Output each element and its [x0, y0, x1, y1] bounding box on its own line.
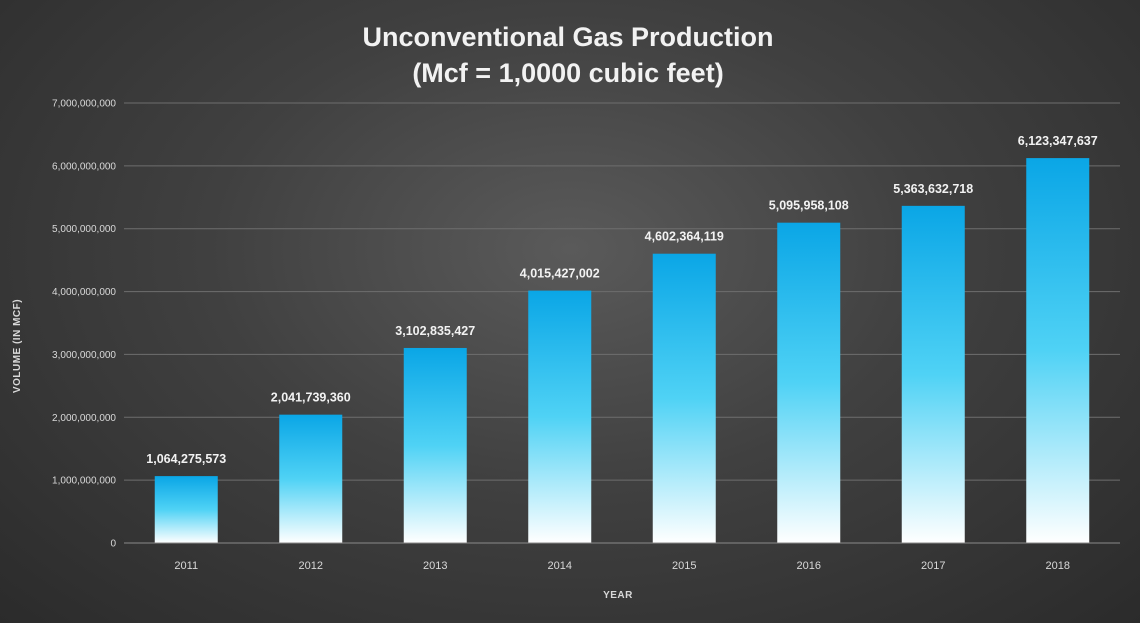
bar-2015 — [652, 253, 716, 543]
bars — [154, 158, 1090, 544]
x-axis-title: YEAR — [603, 590, 633, 601]
x-tick-label-2013: 2013 — [423, 560, 447, 572]
data-label-2015: 4,602,364,119 — [645, 230, 724, 244]
y-axis-title: VOLUME (IN MCF) — [12, 299, 23, 393]
x-tick-label-2018: 2018 — [1046, 560, 1070, 572]
x-tick-label-2011: 2011 — [174, 560, 198, 572]
data-label-2013: 3,102,835,427 — [395, 324, 475, 338]
y-tick-label: 7,000,000,000 — [52, 99, 116, 110]
y-tick-label: 0 — [110, 539, 116, 550]
x-tick-label-2017: 2017 — [921, 560, 945, 572]
data-label-2016: 5,095,958,108 — [769, 199, 849, 213]
bar-2011 — [154, 476, 218, 543]
y-tick-label: 3,000,000,000 — [52, 350, 116, 361]
bar-2013 — [403, 347, 467, 543]
chart-title: Unconventional Gas Production — [362, 22, 773, 52]
bar-2014 — [528, 290, 592, 543]
bar-2016 — [777, 222, 841, 544]
y-tick-label: 1,000,000,000 — [52, 476, 116, 487]
y-tick-label: 5,000,000,000 — [52, 224, 116, 235]
data-label-2018: 6,123,347,637 — [1018, 134, 1098, 148]
y-tick-label: 2,000,000,000 — [52, 413, 116, 424]
chart-subtitle: (Mcf = 1,0000 cubic feet) — [412, 58, 723, 88]
bar-2017 — [901, 205, 965, 544]
y-tick-label: 6,000,000,000 — [52, 161, 116, 172]
x-tick-label-2016: 2016 — [797, 560, 821, 572]
y-tick-label: 4,000,000,000 — [52, 287, 116, 298]
data-label-2014: 4,015,427,002 — [520, 267, 600, 281]
x-tick-label-2015: 2015 — [672, 560, 696, 572]
data-label-2011: 1,064,275,573 — [146, 452, 226, 466]
data-label-2017: 5,363,632,718 — [893, 182, 973, 196]
gridlines — [124, 102, 1120, 481]
bar-2012 — [279, 414, 343, 543]
bar-2018 — [1026, 158, 1090, 543]
x-axis-ticks: 2011 2012 2013 2014 2015 2016 2017 2018 — [174, 560, 1070, 572]
x-tick-label-2014: 2014 — [548, 560, 572, 572]
data-labels: 1,064,275,573 2,041,739,360 3,102,835,427 4… — [146, 134, 1097, 466]
data-label-2012: 2,041,739,360 — [271, 391, 351, 405]
x-tick-label-2012: 2012 — [299, 560, 323, 572]
y-axis-ticks: 0 1,000,000,000 2,000,000,000 3,000,000,000… — [52, 99, 116, 550]
